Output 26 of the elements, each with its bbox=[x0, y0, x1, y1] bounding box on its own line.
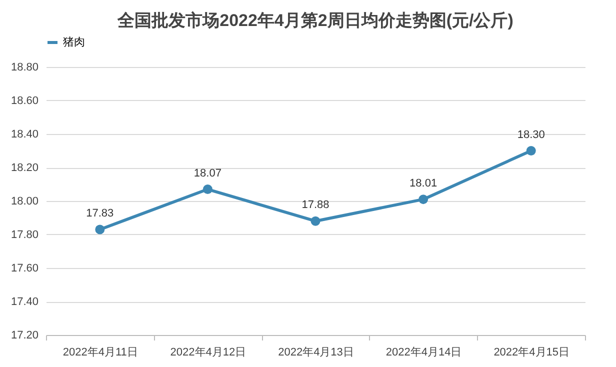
x-tick-label: 2022年4月14日 bbox=[386, 346, 462, 358]
y-tick-label: 17.60 bbox=[10, 262, 38, 274]
x-tick-label: 2022年4月13日 bbox=[278, 346, 354, 358]
y-tick-label: 18.40 bbox=[10, 128, 38, 140]
y-tick-label: 17.40 bbox=[10, 296, 38, 308]
chart-title: 全国批发市场2022年4月第2周日均价走势图(元/公斤) bbox=[116, 11, 514, 30]
x-tick-label: 2022年4月12日 bbox=[170, 346, 246, 358]
legend-label: 猪肉 bbox=[63, 36, 85, 48]
point bbox=[202, 184, 212, 194]
point bbox=[310, 216, 320, 226]
data-label: 18.01 bbox=[410, 177, 438, 190]
data-label: 18.07 bbox=[194, 167, 222, 180]
x-tick-label: 2022年4月15日 bbox=[494, 346, 570, 358]
data-label: 18.30 bbox=[517, 128, 545, 141]
x-tick-label: 2022年4月11日 bbox=[62, 346, 138, 358]
y-tick-label: 17.80 bbox=[10, 229, 38, 241]
point bbox=[418, 194, 428, 204]
data-label: 17.88 bbox=[302, 199, 330, 212]
y-tick-label: 18.80 bbox=[10, 62, 38, 74]
y-tick-label: 18.00 bbox=[10, 196, 38, 208]
point bbox=[526, 146, 536, 156]
y-tick-label: 18.20 bbox=[10, 162, 38, 174]
data-label: 17.83 bbox=[86, 207, 114, 220]
y-tick-label: 18.60 bbox=[10, 95, 38, 107]
point bbox=[95, 224, 105, 234]
y-tick-label: 17.20 bbox=[10, 330, 38, 342]
